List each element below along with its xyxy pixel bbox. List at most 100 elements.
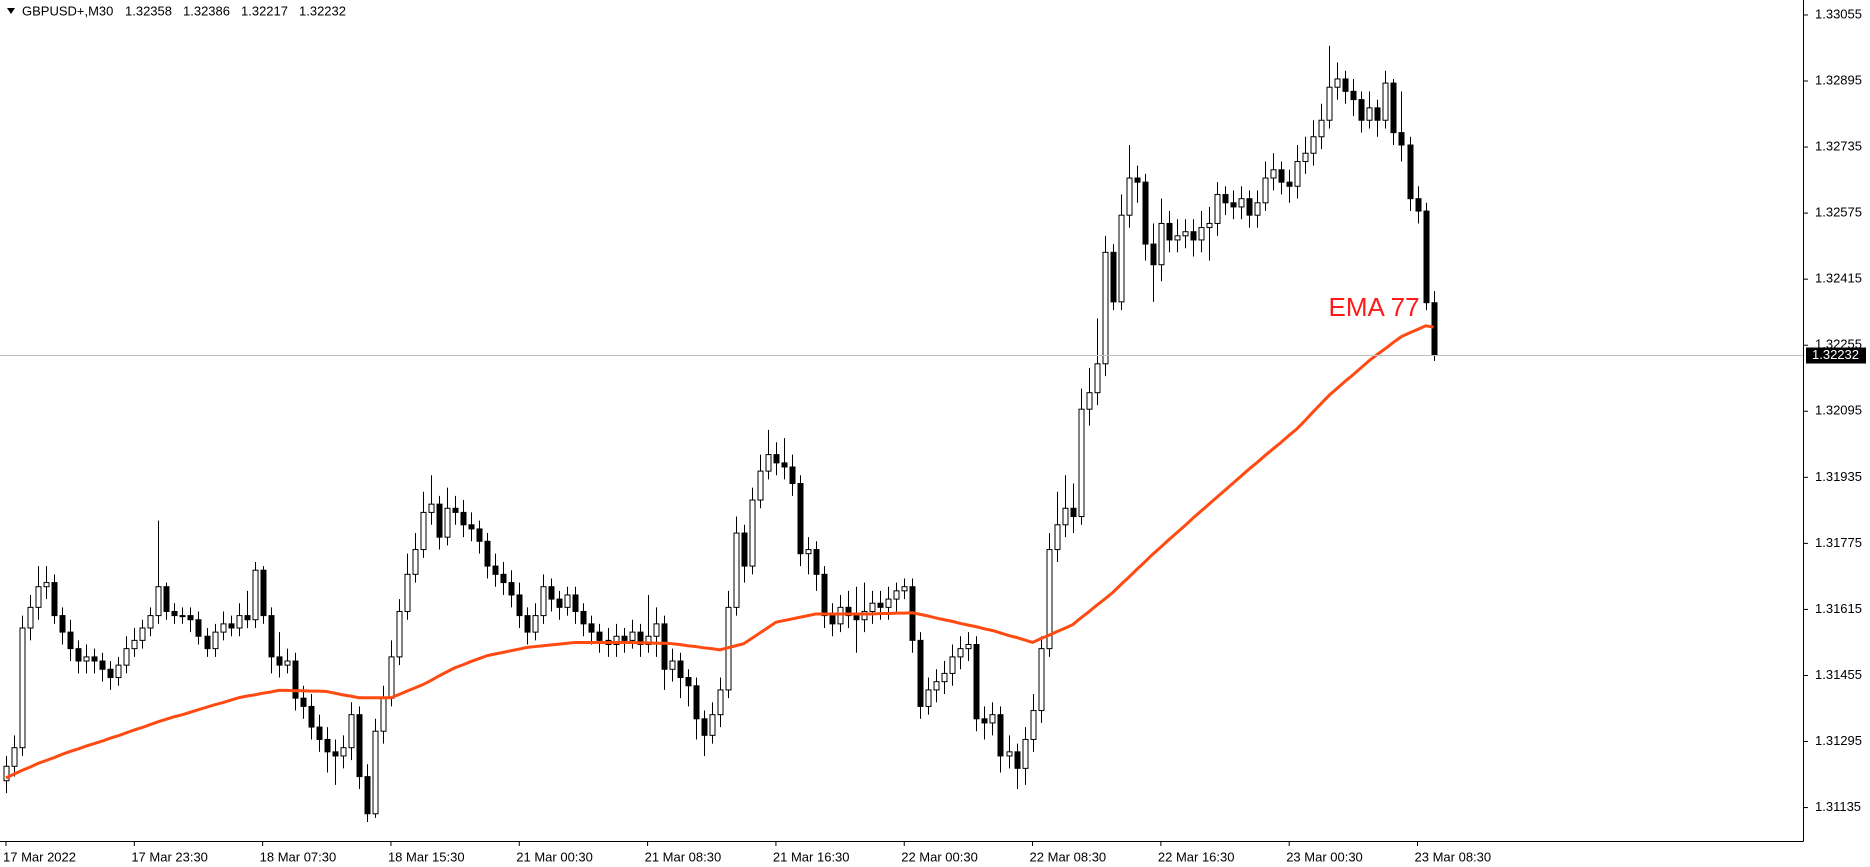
candle-body: [1294, 161, 1301, 187]
candle-body: [621, 635, 628, 641]
x-tick-label: 18 Mar 07:30: [260, 849, 337, 864]
x-tick-label: 23 Mar 08:30: [1415, 849, 1492, 864]
candle-body: [572, 594, 579, 612]
y-tick-label: 1.31135: [1815, 799, 1861, 814]
candle-body: [316, 726, 323, 740]
candle-body: [1342, 78, 1349, 92]
candle-body: [677, 660, 684, 679]
candle-body: [404, 573, 411, 612]
menu-triangle: [7, 8, 15, 14]
candle-body: [236, 615, 243, 629]
candle-body: [187, 615, 194, 621]
candle-body: [1182, 231, 1189, 237]
candle-body: [1407, 144, 1414, 200]
candle-body: [139, 627, 146, 641]
candle-body: [1262, 177, 1269, 204]
candle-body: [1398, 132, 1405, 146]
candle-body: [588, 623, 595, 633]
y-tick-label: 1.31775: [1815, 535, 1862, 550]
candle-body: [901, 586, 908, 592]
candle-body: [1118, 214, 1125, 303]
candle-body: [981, 718, 988, 724]
x-tick-label: 22 Mar 08:30: [1030, 849, 1107, 864]
candle-body: [284, 660, 291, 666]
candle-body: [163, 586, 170, 612]
candle-body: [252, 569, 259, 621]
candle-body: [276, 656, 283, 666]
candle-body: [1214, 194, 1221, 224]
candle-body: [1166, 222, 1173, 241]
candle-body: [1246, 198, 1253, 216]
candle-body: [171, 610, 178, 617]
candle-body: [1302, 152, 1309, 163]
candle-body: [412, 549, 419, 575]
candle-body: [380, 697, 387, 732]
candle-body: [131, 639, 138, 650]
y-tick-label: 1.32095: [1815, 403, 1862, 418]
candle-body: [1110, 251, 1117, 303]
candle-body: [75, 648, 82, 662]
candle-body: [941, 672, 948, 683]
candle-body: [637, 631, 644, 646]
candle-body: [1158, 222, 1165, 266]
candle-body: [532, 615, 539, 633]
candle-body: [1326, 86, 1333, 121]
x-tick-label: 17 Mar 2022: [3, 849, 76, 864]
candle-body: [781, 462, 788, 468]
candle-body: [83, 656, 90, 662]
candle-body: [195, 619, 202, 637]
y-tick-label: 1.31615: [1815, 601, 1862, 616]
candle-body: [260, 569, 267, 617]
candle-body: [669, 660, 676, 670]
candle-body: [492, 565, 499, 575]
x-tick-label: 17 Mar 23:30: [131, 849, 208, 864]
candle-body: [468, 524, 475, 530]
candle-body: [997, 714, 1004, 757]
candle-body: [1174, 235, 1181, 241]
candle-body: [1062, 507, 1069, 526]
candle-body: [1038, 648, 1045, 712]
candle-body: [59, 615, 66, 633]
candle-body: [789, 466, 796, 485]
candle-body: [1358, 99, 1365, 121]
candle-body: [420, 511, 427, 551]
candle-body: [1134, 177, 1141, 183]
candle-body: [917, 639, 924, 707]
candle-body: [877, 602, 884, 608]
candle-body: [244, 615, 251, 621]
candle-body: [268, 615, 275, 658]
candle-body: [356, 714, 363, 778]
candle-body: [797, 483, 804, 555]
candle-body: [548, 586, 555, 600]
candle-body: [484, 540, 491, 567]
candle-body: [1078, 408, 1085, 518]
candle-body: [925, 689, 932, 707]
candle-body: [67, 631, 74, 650]
candle-body: [693, 685, 700, 720]
candle-body: [989, 714, 996, 724]
candle-body: [629, 631, 636, 641]
y-tick-label: 1.31295: [1815, 733, 1862, 748]
x-tick-label: 21 Mar 16:30: [773, 849, 850, 864]
candle-body: [949, 656, 956, 674]
candle-body: [43, 582, 50, 588]
candle-body: [99, 660, 106, 670]
y-tick-label: 1.32415: [1815, 271, 1862, 286]
header-close: 1.32232: [299, 3, 346, 18]
candle-body: [1334, 78, 1341, 88]
candle-body: [821, 573, 828, 617]
candle-body: [340, 747, 347, 757]
candle-body: [1006, 751, 1013, 757]
candle-body: [228, 623, 235, 629]
candle-body: [348, 714, 355, 749]
candle-body: [1238, 198, 1245, 208]
y-tick-label: 1.31455: [1815, 667, 1862, 682]
candle-body: [500, 573, 507, 584]
candle-body: [300, 697, 307, 707]
y-tick-label: 1.33055: [1815, 6, 1862, 21]
candle-body: [212, 631, 219, 650]
candle-body: [107, 668, 114, 679]
